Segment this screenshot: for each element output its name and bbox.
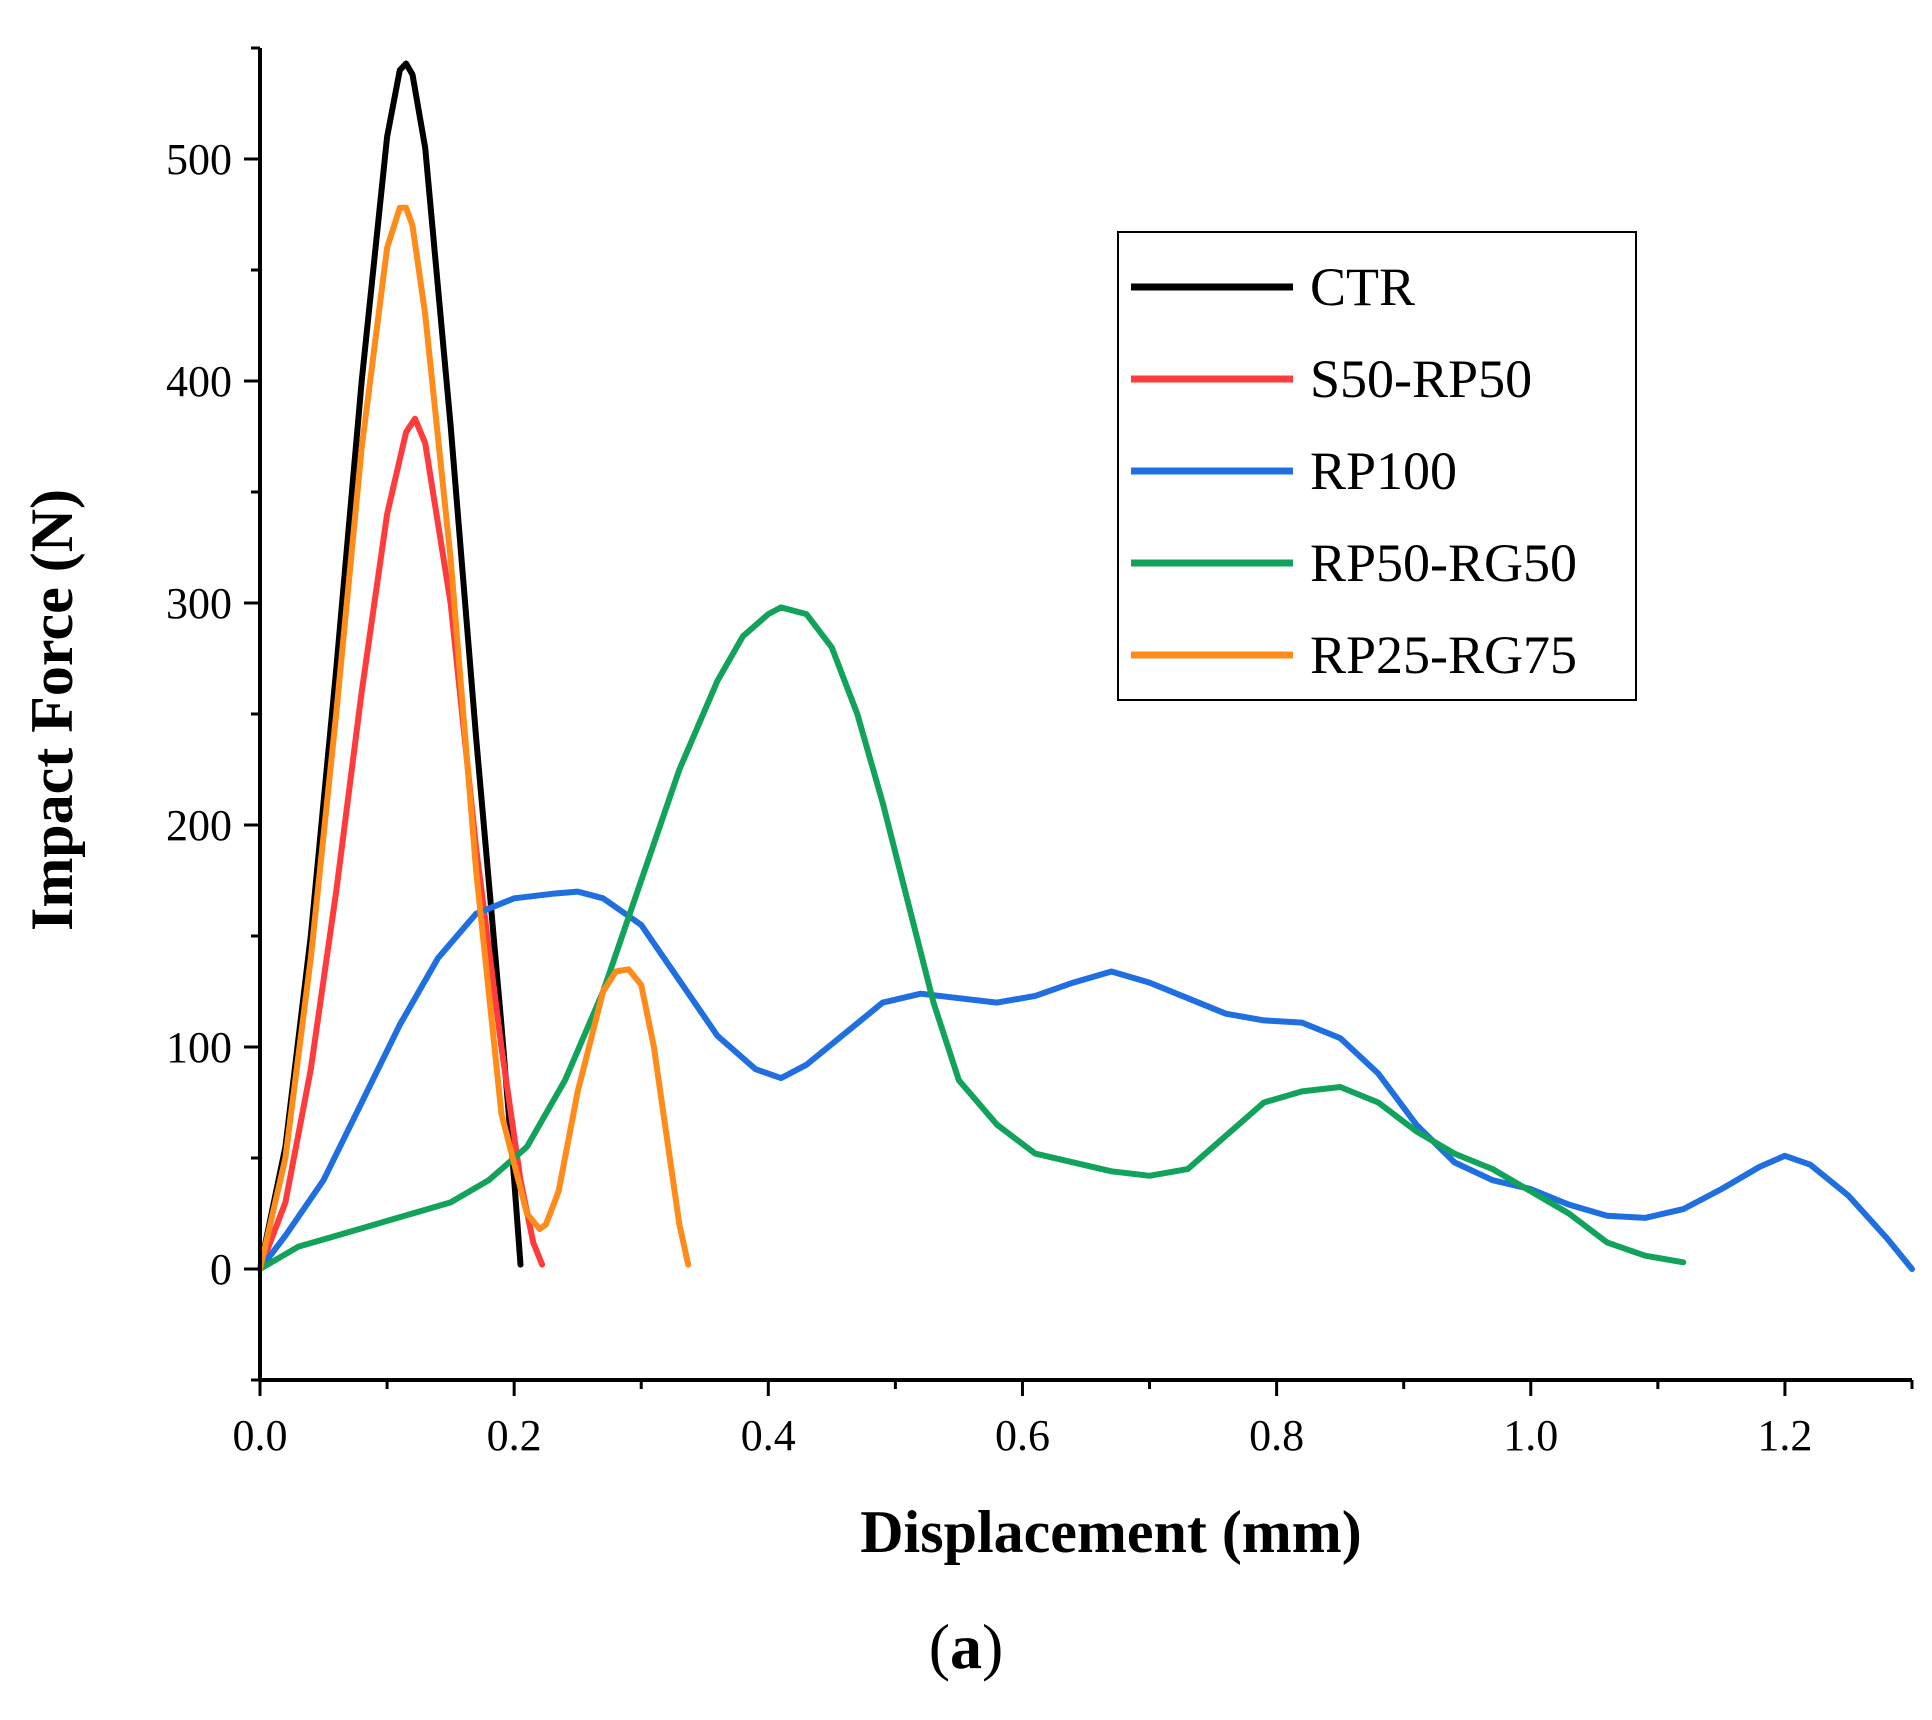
series-line-ctr <box>257 60 524 1272</box>
y-tick-label: 100 <box>166 1023 232 1072</box>
series-layer <box>257 60 1915 1272</box>
panel-label: (a) <box>0 1610 1932 1684</box>
x-tick-label: 1.0 <box>1503 1411 1558 1460</box>
series-line-rp50-rg50 <box>257 604 1687 1272</box>
y-tick-label: 500 <box>166 135 232 184</box>
x-axis-title: Displacement (mm) <box>860 1499 1362 1565</box>
series-line-rp100 <box>257 888 1915 1272</box>
axes-layer: 0 100 200 300 400 500 0.0 0.2 0.4 0.6 0.8 1.0 1.2 <box>166 46 1914 1460</box>
x-tick-label: 0.6 <box>995 1411 1050 1460</box>
legend: CTR S50-RP50 RP100 RP50-RG50 RP25-RG75 <box>1117 231 1637 701</box>
panel-label-open: ( <box>928 1611 950 1682</box>
y-axis-title: Impact Force (N) <box>19 489 85 931</box>
legend-label-rp25-rg75: RP25-RG75 <box>1310 625 1577 685</box>
legend-label-s50-rp50: S50-RP50 <box>1310 349 1532 409</box>
series-line-s50-rp50 <box>257 415 546 1272</box>
x-tick-label: 0.0 <box>233 1411 288 1460</box>
legend-label-rp100: RP100 <box>1310 441 1457 501</box>
legend-label-ctr: CTR <box>1310 257 1415 317</box>
x-tick-label: 0.4 <box>741 1411 796 1460</box>
x-tick-label: 0.2 <box>487 1411 542 1460</box>
legend-label-rp50-rg50: RP50-RG50 <box>1310 533 1577 593</box>
series-line-rp25-rg75 <box>257 204 692 1272</box>
y-tick-label: 0 <box>210 1245 232 1294</box>
panel-label-close: ) <box>982 1611 1004 1682</box>
y-tick-label: 200 <box>166 801 232 850</box>
panel-label-letter: a <box>950 1611 982 1682</box>
y-tick-label: 300 <box>166 579 232 628</box>
x-tick-label: 1.2 <box>1757 1411 1812 1460</box>
x-tick-label: 0.8 <box>1249 1411 1304 1460</box>
y-tick-label: 400 <box>166 357 232 406</box>
legend-box <box>1117 231 1637 701</box>
